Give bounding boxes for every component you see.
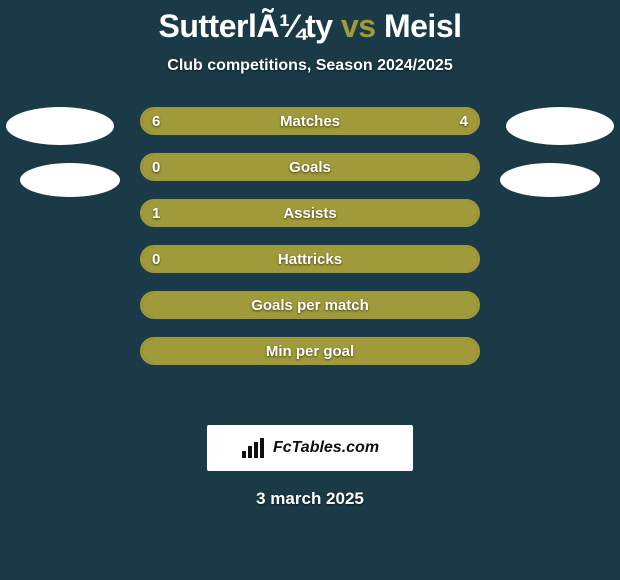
subtitle: Club competitions, Season 2024/2025 xyxy=(0,57,620,75)
stat-label: Matches xyxy=(140,107,480,135)
stat-right-value xyxy=(456,199,480,227)
player1-name: SutterlÃ¼ty xyxy=(159,8,333,44)
bar-chart-icon xyxy=(241,437,267,459)
stat-row-hattricks: 0 Hattricks xyxy=(140,245,480,273)
stat-label: Goals per match xyxy=(140,291,480,319)
comparison-stage: 6 Matches 4 0 Goals 1 Assists 0 Hattrick… xyxy=(0,107,620,407)
stat-right-value xyxy=(456,153,480,181)
player2-avatar-body xyxy=(500,163,600,197)
snapshot-date: 3 march 2025 xyxy=(0,489,620,509)
player1-avatar-head xyxy=(6,107,114,145)
stat-row-assists: 1 Assists xyxy=(140,199,480,227)
player2-name: Meisl xyxy=(384,8,462,44)
source-logo: FcTables.com xyxy=(207,425,413,471)
stat-label: Goals xyxy=(140,153,480,181)
logo-text: FcTables.com xyxy=(273,439,379,457)
page-title: SutterlÃ¼ty vs Meisl xyxy=(0,0,620,45)
stat-label: Min per goal xyxy=(140,337,480,365)
stat-label: Hattricks xyxy=(140,245,480,273)
stat-right-value: 4 xyxy=(448,107,480,135)
stat-right-value xyxy=(456,245,480,273)
stat-row-goals: 0 Goals xyxy=(140,153,480,181)
stat-label: Assists xyxy=(140,199,480,227)
stat-bars: 6 Matches 4 0 Goals 1 Assists 0 Hattrick… xyxy=(140,107,480,383)
player1-avatar-body xyxy=(20,163,120,197)
stat-row-gpm: Goals per match xyxy=(140,291,480,319)
stat-row-mpg: Min per goal xyxy=(140,337,480,365)
vs-label: vs xyxy=(341,8,376,44)
stat-row-matches: 6 Matches 4 xyxy=(140,107,480,135)
player2-avatar-head xyxy=(506,107,614,145)
